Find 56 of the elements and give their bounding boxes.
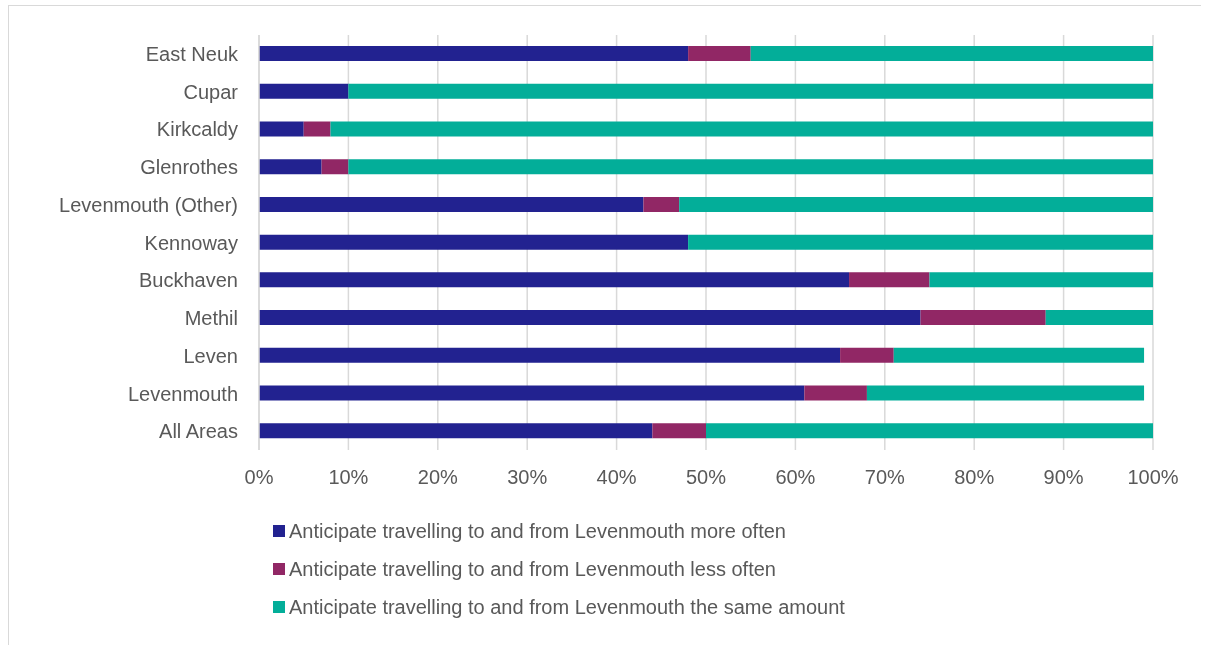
x-tick-label: 40% (596, 466, 637, 489)
y-tick-label: Leven (183, 344, 238, 367)
bar (706, 423, 1153, 439)
bar (866, 385, 1145, 401)
bar (804, 385, 867, 401)
bar (348, 159, 1153, 175)
y-tick-label: Levenmouth (Other) (59, 193, 238, 216)
legend-label: Anticipate travelling to and from Levenmouth the same amount (289, 595, 845, 619)
y-tick-label: Buckhaven (139, 269, 238, 292)
x-tick-label: 60% (775, 466, 816, 489)
x-tick-label: 0% (244, 466, 274, 489)
bar (321, 159, 349, 175)
bar (652, 423, 706, 439)
bar (259, 234, 689, 250)
bar (259, 121, 304, 137)
legend-label: Anticipate travelling to and from Levenmouth more often (289, 519, 786, 543)
x-tick-label: 30% (507, 466, 548, 489)
bar (920, 310, 1046, 326)
x-tick-label: 100% (1127, 466, 1179, 489)
bar (348, 83, 1153, 99)
x-tick-label: 70% (864, 466, 906, 489)
y-tick-label: Kennoway (144, 231, 238, 254)
y-tick-label: Kirkcaldy (156, 118, 238, 141)
y-tick-label: Glenrothes (140, 156, 238, 179)
bar (259, 310, 921, 326)
bar (303, 121, 331, 137)
bar (259, 83, 349, 99)
bar (259, 347, 841, 363)
bar (259, 46, 689, 61)
bar (643, 196, 680, 212)
bar (750, 46, 1153, 61)
y-tick-label: East Neuk (145, 42, 239, 65)
bar (688, 46, 751, 61)
x-tick-label: 90% (1043, 466, 1084, 489)
y-tick-label: Cupar (183, 80, 239, 103)
y-tick-label: Levenmouth (127, 382, 238, 405)
bar (929, 272, 1153, 288)
x-tick-label: 50% (685, 466, 727, 489)
x-tick-label: 20% (417, 466, 459, 489)
y-tick-label: All Areas (159, 420, 238, 443)
bar (259, 196, 644, 212)
bar (688, 234, 1153, 250)
bar (893, 347, 1145, 363)
bar (679, 196, 1153, 212)
bar (259, 159, 322, 175)
bar (849, 272, 930, 288)
y-tick-label: Methil (184, 307, 238, 330)
bar (330, 121, 1153, 137)
legend-label: Anticipate travelling to and from Levenmouth less often (289, 557, 776, 581)
bar (259, 385, 805, 401)
bar (1045, 310, 1153, 326)
bar (840, 347, 894, 363)
x-tick-label: 10% (328, 466, 369, 489)
bar (259, 272, 850, 288)
bar (259, 423, 653, 439)
x-tick-label: 80% (954, 466, 995, 489)
